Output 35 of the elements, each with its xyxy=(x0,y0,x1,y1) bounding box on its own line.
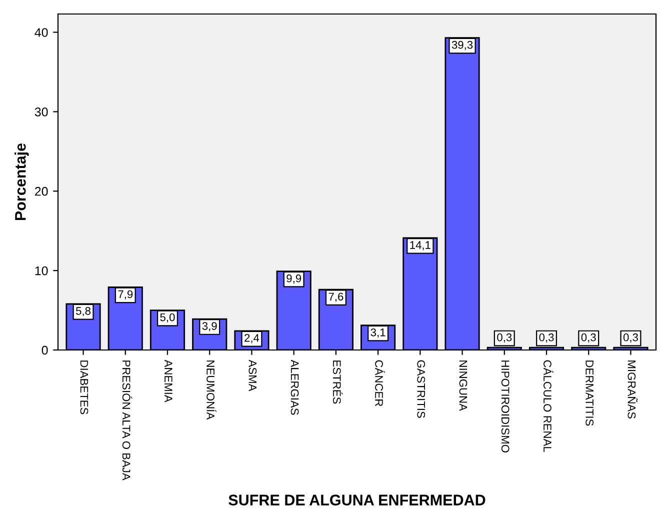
y-axis-title: Porcentaje xyxy=(14,143,29,220)
y-tick-label: 20 xyxy=(35,186,48,196)
x-tick-label: ANEMIA xyxy=(164,360,172,402)
x-tick-label: DERMATITIS xyxy=(586,360,594,426)
data-label: 3,9 xyxy=(202,322,217,332)
x-tick-label: ESTRÉS xyxy=(332,360,343,404)
x-tick-label: DIABETES xyxy=(80,360,88,414)
data-label: 5,0 xyxy=(160,313,175,323)
x-tick-label: ASMA xyxy=(248,360,257,392)
x-tick-label: ALERGIAS xyxy=(290,360,299,415)
data-label: 14,1 xyxy=(410,241,430,250)
x-tick-label: CÁNCER xyxy=(375,360,385,406)
data-label: 0,3 xyxy=(623,333,638,343)
data-label: 7,6 xyxy=(328,292,344,302)
y-tick-label: 0 xyxy=(42,346,48,355)
x-tick-label: NINGUNA xyxy=(459,360,468,411)
x-tick-label: NEUMONÍA xyxy=(206,360,216,420)
data-label: 39,3 xyxy=(452,40,473,50)
x-tick-label: GASTRITIS xyxy=(417,360,426,418)
x-tick-label: CÁLCULO RENAL xyxy=(544,360,554,452)
data-label: 0,3 xyxy=(581,333,596,343)
y-tick-label: 10 xyxy=(35,266,48,276)
y-tick-label: 40 xyxy=(34,28,48,37)
data-label: 3,1 xyxy=(370,328,386,338)
x-axis-title: SUFRE DE ALGUNA ENFERMEDAD xyxy=(228,494,486,506)
x-tick-label: MIGRAÑAS xyxy=(628,360,638,418)
data-label: 9,9 xyxy=(286,274,302,284)
data-label: 0,3 xyxy=(497,333,512,343)
data-label: 0,3 xyxy=(539,333,554,343)
x-tick-label: PRESIÓN ALTA O BAJA xyxy=(122,360,132,480)
data-label: 7,9 xyxy=(118,290,133,300)
data-label: 2,4 xyxy=(244,334,260,344)
y-tick-label: 30 xyxy=(34,108,48,116)
x-tick-label: HIPOTIROIDISMO xyxy=(501,360,510,452)
data-label: 5,8 xyxy=(76,307,91,316)
